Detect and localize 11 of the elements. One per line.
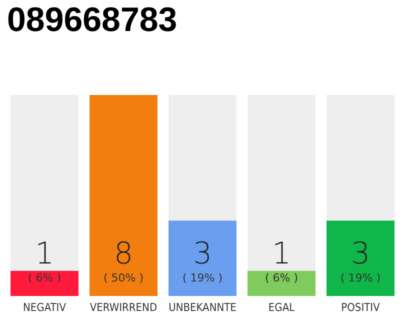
data-label: 8 ( 50% ) xyxy=(103,236,144,284)
chart-title: 089668783 xyxy=(7,1,178,39)
x-tick-label: UNBEKANNTE xyxy=(168,301,236,314)
x-tick-label: EGAL xyxy=(268,301,296,314)
data-label: 1 ( 6% ) xyxy=(264,236,298,284)
x-tick-label: VERWIRREND xyxy=(90,301,158,314)
data-label: 3 ( 19% ) xyxy=(340,236,381,284)
data-label: 1 ( 6% ) xyxy=(28,236,62,284)
data-label: 3 ( 19% ) xyxy=(182,236,223,284)
x-tick-label: POSITIV xyxy=(341,301,380,314)
x-tick-label: NEGATIV xyxy=(23,301,66,314)
